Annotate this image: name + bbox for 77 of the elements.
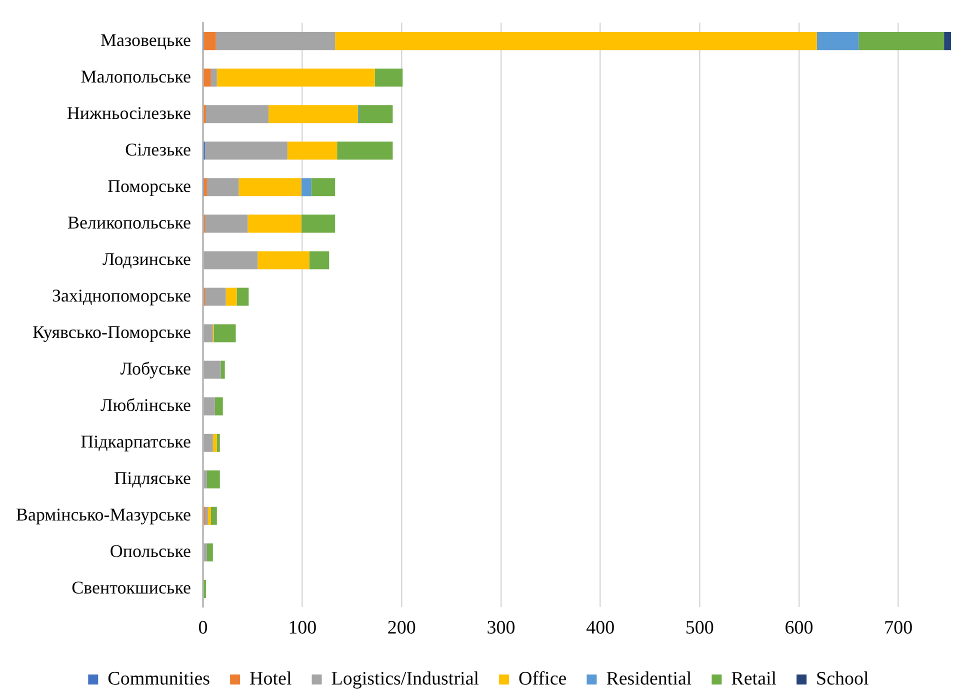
x-tick-label: 200 <box>387 618 416 639</box>
y-tick-label: Підляське <box>114 468 191 488</box>
bar <box>204 434 213 452</box>
bar <box>287 142 338 160</box>
legend-label: Office <box>518 668 567 690</box>
bar <box>204 397 215 416</box>
legend-label: Residential <box>606 668 692 690</box>
bar <box>944 32 952 50</box>
legend-label: Communities <box>108 668 210 690</box>
y-tick-label: Опольське <box>110 541 191 562</box>
bar <box>816 32 859 50</box>
bar <box>258 251 310 270</box>
y-tick-label: Сілезьке <box>125 139 191 160</box>
bar <box>206 105 269 124</box>
bar <box>204 543 207 562</box>
x-tick-label: 700 <box>884 618 913 639</box>
y-tick-label: Нижньосілезьке <box>66 102 191 123</box>
bar <box>335 32 817 50</box>
bar <box>204 288 226 306</box>
bar <box>204 360 221 379</box>
bar <box>301 214 336 233</box>
bar <box>204 506 208 525</box>
y-tick-label: Мазовецьке <box>100 30 191 50</box>
y-tick-label: Лодзинське <box>102 248 191 269</box>
y-tick-label: Підкарпатське <box>80 432 191 452</box>
bar <box>204 214 248 233</box>
bar <box>268 105 358 124</box>
y-tick-label: Вармінсько-Мазурське <box>16 504 191 525</box>
y-tick-label: Лобуське <box>120 358 191 379</box>
x-tick-label: 300 <box>486 618 516 639</box>
y-tick-label: Куявсько-Поморське <box>32 322 191 342</box>
bar <box>216 32 336 50</box>
x-tick-label: 400 <box>586 618 615 639</box>
bar <box>236 288 249 306</box>
bar <box>212 434 217 452</box>
bar <box>210 506 217 525</box>
bar <box>204 251 258 270</box>
x-tick-label: 100 <box>288 618 317 639</box>
bar <box>337 142 393 160</box>
bar <box>216 68 375 87</box>
x-tick-label: 0 <box>198 618 208 639</box>
y-tick-label: Великопольське <box>67 212 191 232</box>
bar <box>204 178 207 196</box>
bar <box>206 470 220 488</box>
bar <box>204 32 216 50</box>
bar <box>248 214 302 233</box>
x-tick-label: 600 <box>784 618 814 639</box>
bar <box>374 68 403 87</box>
bar <box>204 142 288 160</box>
bar <box>206 543 213 562</box>
bar <box>216 434 220 452</box>
y-tick-label: Західнопоморське <box>52 285 191 306</box>
bar <box>204 470 207 488</box>
bar <box>208 506 211 525</box>
y-tick-label: Малопольське <box>80 66 191 86</box>
bar <box>858 32 944 50</box>
bar <box>220 360 225 379</box>
bar <box>214 397 223 416</box>
bar <box>311 178 336 196</box>
legend-label: School <box>816 668 869 690</box>
bar <box>210 68 217 87</box>
legend-label: Retail <box>731 668 777 690</box>
bar <box>226 288 237 306</box>
y-tick-label: Свентокшиське <box>72 578 191 598</box>
bar <box>358 105 393 124</box>
bar <box>309 251 330 270</box>
bar <box>301 178 312 196</box>
y-tick-label: Поморське <box>107 176 191 196</box>
bar <box>204 68 211 87</box>
x-tick-label: 500 <box>685 618 714 639</box>
bar <box>204 324 213 342</box>
legend-label: Hotel <box>250 668 292 690</box>
bar <box>238 178 302 196</box>
y-tick-label: Люблінське <box>100 395 191 416</box>
legend-label: Logistics/Industrial <box>331 668 480 690</box>
bar <box>206 178 239 196</box>
bar <box>214 324 236 342</box>
